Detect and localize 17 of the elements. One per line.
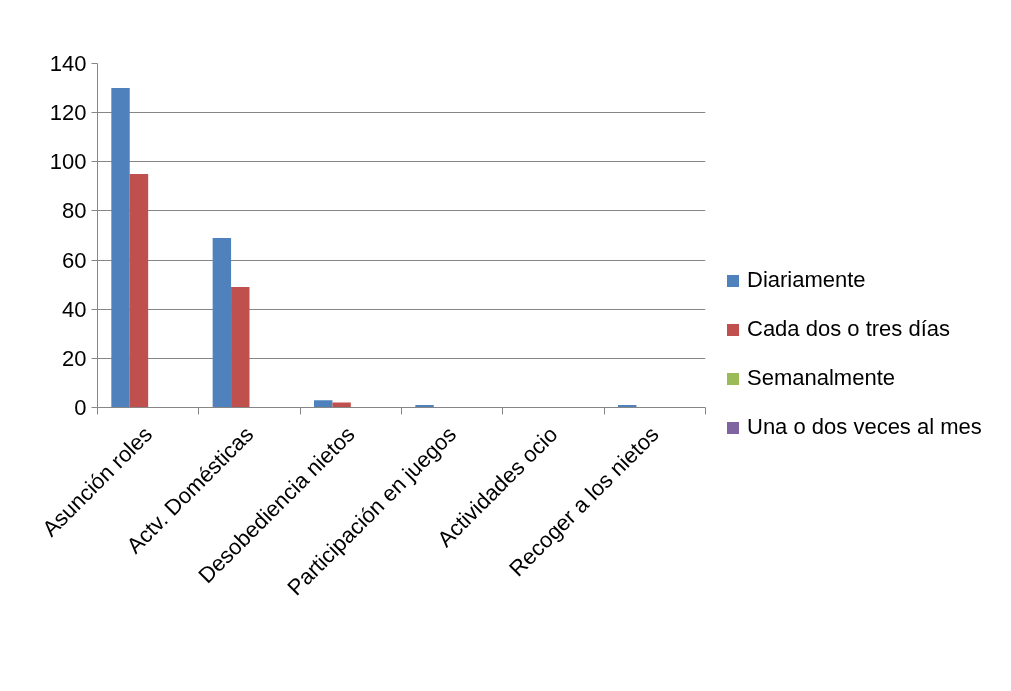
y-tick-label: 120 [49, 100, 87, 126]
legend-label: Cada dos o tres días [747, 316, 951, 342]
y-tick-label: 60 [62, 247, 87, 273]
y-tick-label: 140 [49, 51, 87, 76]
y-tick-label: 80 [62, 198, 87, 224]
bar [129, 174, 149, 408]
bar [231, 287, 250, 408]
y-tick-label: 40 [62, 296, 87, 322]
legend-label: Semanalmente [747, 365, 895, 391]
y-tick-label: 20 [62, 345, 87, 371]
legend-label: Diariamente [747, 267, 866, 293]
bar [212, 237, 232, 408]
y-tick-label: 0 [74, 395, 87, 420]
legend-label: Una o dos veces al mes [747, 414, 982, 440]
bar [111, 88, 130, 408]
bar [313, 400, 333, 408]
y-tick-label: 100 [49, 149, 87, 175]
